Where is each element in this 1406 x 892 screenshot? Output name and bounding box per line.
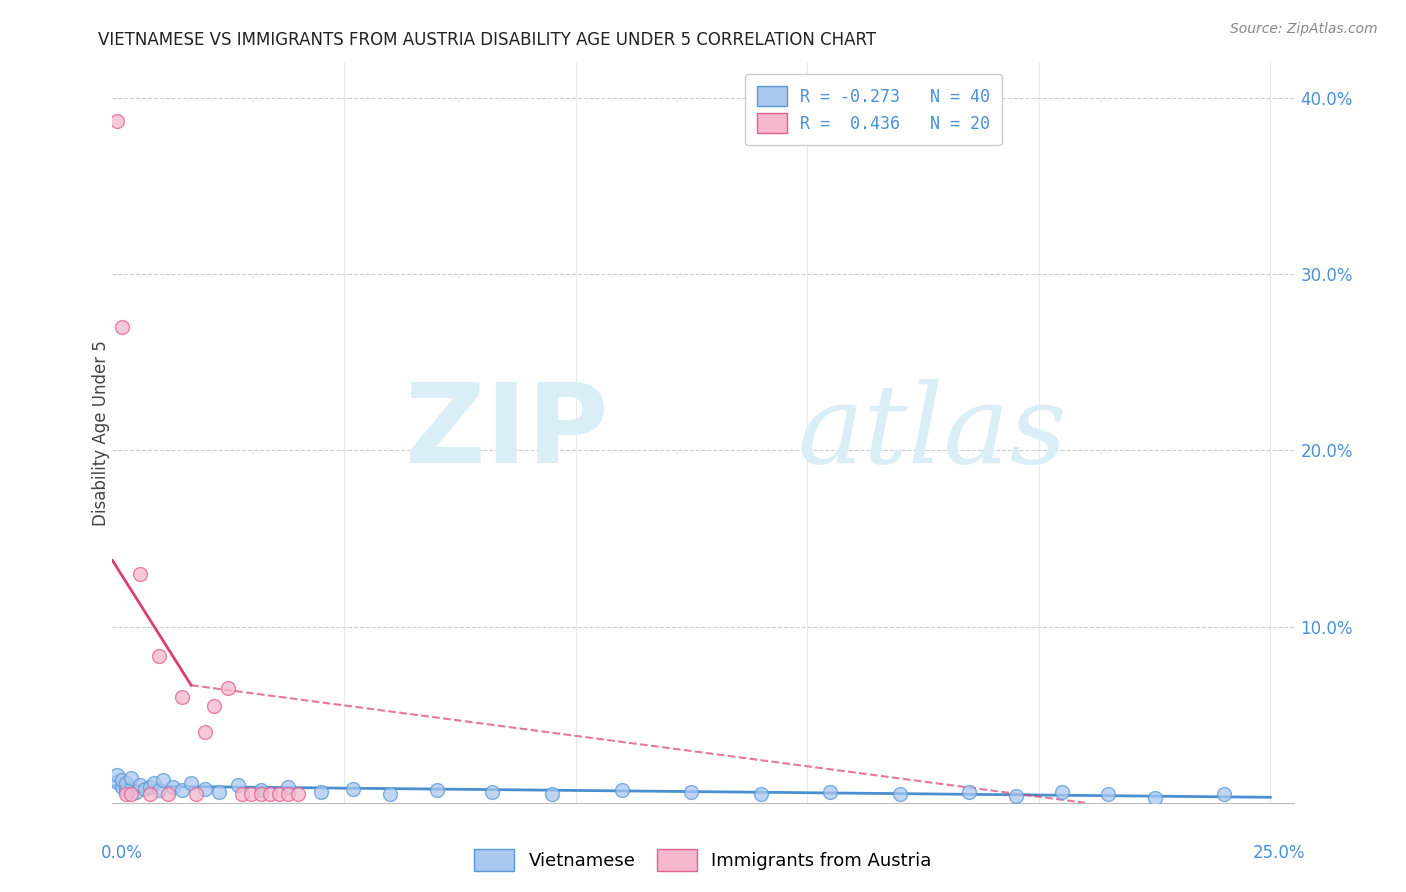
Text: Source: ZipAtlas.com: Source: ZipAtlas.com [1230,22,1378,37]
Point [115,776,138,790]
Point [184,787,207,801]
Point [1143,790,1166,805]
Point [309,785,332,799]
Point [138,780,160,794]
Point [134,781,156,796]
Legend: R = -0.273   N = 40, R =  0.436   N = 20: R = -0.273 N = 40, R = 0.436 N = 20 [745,74,1001,145]
Point [1004,789,1026,803]
Point [202,698,225,713]
Legend: Vietnamese, Immigrants from Austria: Vietnamese, Immigrants from Austria [467,842,939,879]
Point [541,787,564,801]
Point [820,785,842,799]
Point [129,778,152,792]
Point [111,780,134,794]
Point [231,787,253,801]
Text: ZIP: ZIP [405,379,609,486]
Point [148,649,170,664]
Y-axis label: Disability Age Under 5: Disability Age Under 5 [93,340,110,525]
Point [749,787,772,801]
Point [380,787,402,801]
Point [259,787,281,801]
Point [1213,787,1236,801]
Point [148,783,170,797]
Text: atlas: atlas [797,379,1067,486]
Point [120,787,142,801]
Point [957,785,980,799]
Point [610,783,633,797]
Point [269,787,291,801]
Point [1097,787,1119,801]
Point [1050,785,1073,799]
Point [120,781,142,796]
Point [162,780,184,794]
Text: 0.0%: 0.0% [101,844,142,862]
Point [170,783,193,797]
Point [240,787,263,801]
Point [277,787,299,801]
Point [481,785,503,799]
Point [105,767,128,781]
Point [426,783,449,797]
Point [217,681,239,696]
Point [681,785,703,799]
Point [208,785,231,799]
Point [277,780,299,794]
Point [115,783,138,797]
Point [105,113,128,128]
Point [342,781,364,796]
Point [226,778,249,792]
Point [157,787,180,801]
Point [249,783,271,797]
Point [152,772,174,787]
Point [889,787,911,801]
Point [170,690,193,704]
Point [111,319,134,334]
Point [194,781,217,796]
Text: VIETNAMESE VS IMMIGRANTS FROM AUSTRIA DISABILITY AGE UNDER 5 CORRELATION CHART: VIETNAMESE VS IMMIGRANTS FROM AUSTRIA DI… [98,31,876,49]
Point [120,771,142,785]
Point [105,774,128,789]
Point [249,787,271,801]
Point [124,785,146,799]
Point [287,787,309,801]
Point [129,566,152,581]
Point [180,776,202,790]
Point [115,787,138,801]
Point [194,725,217,739]
Point [111,772,134,787]
Point [138,787,160,801]
Text: 25.0%: 25.0% [1253,844,1305,862]
Point [143,776,166,790]
